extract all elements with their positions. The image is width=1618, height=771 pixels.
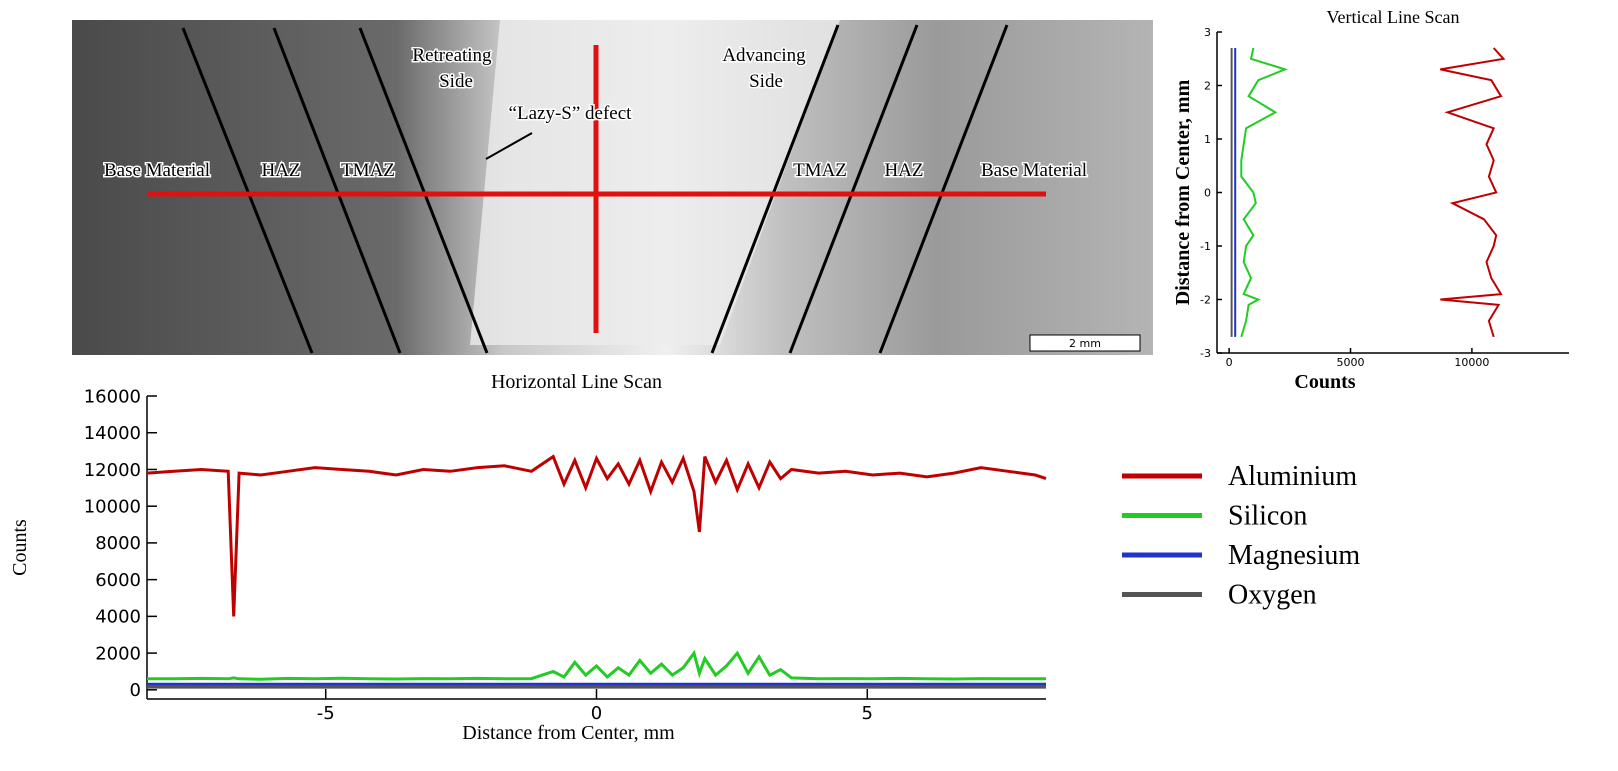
y-tick-label: 0	[130, 680, 141, 701]
defect-pointer	[485, 132, 533, 160]
y-tick-label: 0	[1204, 186, 1211, 199]
y-tick-label: 12000	[84, 460, 141, 481]
scale-bar-label: 2 mm	[1069, 337, 1101, 350]
legend-label: Oxygen	[1228, 580, 1317, 611]
label-line: Side	[439, 71, 473, 92]
y-tick-label: 1	[1204, 133, 1211, 146]
series-line	[146, 454, 1047, 617]
y-axis-label: Distance from Center, mm	[1172, 79, 1194, 305]
label-line: Advancing	[722, 45, 806, 66]
zone-label: Base Material	[104, 160, 210, 181]
defect-label: “Lazy-S” defect	[509, 103, 633, 124]
y-tick-label: -2	[1200, 293, 1211, 306]
x-tick-label: 0	[591, 703, 602, 724]
label-line: Retreating	[412, 45, 492, 66]
legend-label: Silicon	[1228, 501, 1307, 532]
zone-label: HAZ	[884, 160, 923, 181]
y-tick-label: 2	[1204, 79, 1211, 92]
y-tick-label: -3	[1200, 347, 1211, 360]
zone-label: HAZ	[261, 160, 300, 181]
zone-lines	[181, 24, 1009, 354]
chart-title: Horizontal Line Scan	[491, 371, 662, 393]
y-tick-label: 3	[1204, 26, 1211, 39]
y-tick-label: 16000	[84, 386, 141, 407]
y-tick-label: 4000	[95, 607, 141, 628]
x-tick-label: -5	[317, 703, 335, 724]
x-tick-label: 5000	[1337, 356, 1365, 369]
micrograph: Base Material HAZ TMAZ Retreating Side “L…	[72, 20, 1153, 355]
y-tick-label: 8000	[95, 533, 141, 554]
series-line	[1440, 47, 1506, 338]
y-tick-label: 2000	[95, 643, 141, 664]
series-line	[147, 649, 1046, 681]
zone-label: Base Material	[981, 160, 1087, 181]
legend-label: Aluminium	[1228, 461, 1357, 492]
x-tick-label: 10000	[1454, 356, 1489, 369]
zone-label: TMAZ	[793, 160, 847, 181]
zone-label: TMAZ	[341, 160, 395, 181]
y-tick-label: 6000	[95, 570, 141, 591]
chart-title: Vertical Line Scan	[1327, 7, 1460, 27]
y-tick-label: 10000	[84, 496, 141, 517]
zone-label: Retreating Side	[412, 45, 492, 92]
label-line: Side	[749, 71, 783, 92]
y-tick-label: -1	[1200, 240, 1211, 253]
zone-label: Advancing Side	[722, 45, 806, 92]
legend-label: Magnesium	[1228, 540, 1360, 571]
x-axis-label: Distance from Center, mm	[462, 722, 675, 744]
series-line	[1240, 47, 1288, 338]
y-axis-label: Counts	[9, 519, 31, 576]
y-tick-label: 14000	[84, 423, 141, 444]
x-axis-label: Counts	[1294, 371, 1355, 393]
scale-bar	[1029, 334, 1141, 352]
x-tick-label: 0	[1226, 356, 1233, 369]
x-tick-label: 5	[862, 703, 873, 724]
